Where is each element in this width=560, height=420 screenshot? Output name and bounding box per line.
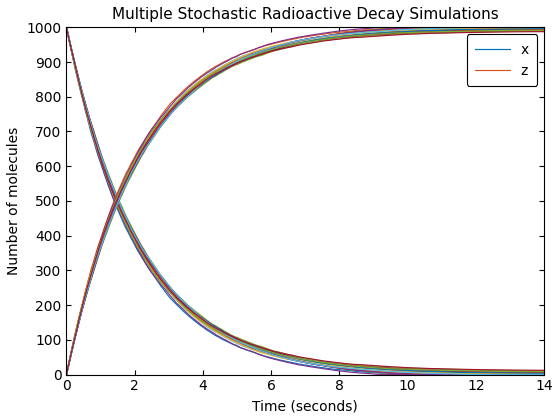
x [436, 372, 442, 377]
z [436, 25, 442, 30]
Legend: x, z: x, z [466, 34, 537, 86]
X-axis label: Time (seconds): Time (seconds) [253, 399, 358, 413]
x [198, 323, 204, 328]
Y-axis label: Number of molecules: Number of molecules [7, 127, 21, 275]
x [541, 372, 548, 377]
x [494, 372, 501, 377]
x [63, 25, 70, 30]
x [412, 372, 419, 377]
Line: x: x [67, 27, 544, 375]
z [494, 25, 501, 30]
z [63, 372, 70, 377]
x [377, 370, 384, 375]
z [412, 25, 419, 30]
z [214, 63, 221, 68]
x [214, 334, 221, 339]
z [198, 74, 204, 79]
z [541, 25, 548, 30]
Line: z: z [67, 27, 544, 375]
Title: Multiple Stochastic Radioactive Decay Simulations: Multiple Stochastic Radioactive Decay Si… [112, 7, 499, 22]
z [377, 26, 384, 32]
z [180, 88, 186, 93]
x [180, 309, 186, 314]
